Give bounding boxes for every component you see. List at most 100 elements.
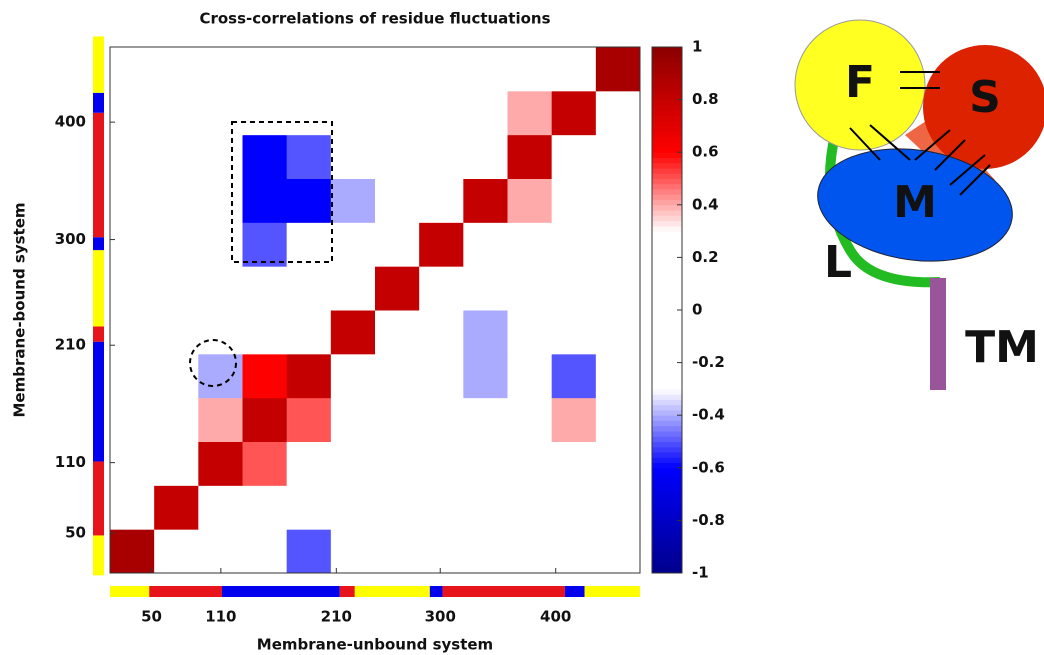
- heatmap-cell: [595, 397, 641, 442]
- heatmap-cell: [154, 353, 199, 399]
- heatmap-cell: [242, 353, 288, 399]
- colorbar-step: [652, 115, 682, 122]
- tm-helix: [930, 278, 946, 390]
- heatmap-cell: [286, 441, 332, 486]
- colorbar-step: [652, 567, 682, 574]
- colorbar-step: [652, 394, 682, 400]
- colorbar-step: [652, 541, 682, 548]
- heatmap-cell: [507, 266, 553, 311]
- annotation-circle: [189, 339, 237, 387]
- heatmap-cell: [286, 222, 332, 267]
- heatmap-cell: [375, 485, 420, 530]
- domain-bar-y: [93, 36, 104, 93]
- heatmap-cell: [242, 222, 288, 267]
- heatmap-cell: [154, 134, 199, 179]
- heatmap-cell: [242, 529, 288, 574]
- heatmap-cell: [463, 353, 508, 399]
- heatmap-cell: [242, 266, 288, 311]
- heatmap-cell: [154, 529, 199, 574]
- heatmap-cell: [286, 397, 332, 442]
- colorbar-step: [652, 315, 682, 322]
- colorbar-step: [652, 136, 682, 143]
- domain-bar-y: [93, 535, 104, 576]
- heatmap-cell: [419, 529, 464, 574]
- heatmap-cell: [463, 222, 508, 267]
- heatmap-cell: [419, 485, 464, 530]
- heatmap-cell: [419, 310, 464, 355]
- colorbar-step: [652, 557, 682, 563]
- colorbar-step: [652, 473, 682, 479]
- heatmap-cell: [551, 47, 597, 92]
- heatmap-cell: [198, 134, 243, 179]
- domain-bar-x: [442, 586, 565, 597]
- colorbar-step: [652, 278, 682, 285]
- colorbar-step: [652, 331, 682, 337]
- colorbar-step: [652, 525, 682, 532]
- colorbar-step: [652, 68, 682, 74]
- heatmap-cell: [110, 353, 155, 399]
- colorbar-step: [652, 310, 682, 316]
- heatmap-cell: [286, 266, 332, 311]
- x-tick-label: 400: [540, 608, 571, 626]
- colorbar-step: [652, 146, 682, 153]
- heatmap-cell: [154, 47, 199, 92]
- x-axis-label: Membrane-unbound system: [257, 636, 493, 654]
- colorbar-step: [652, 267, 682, 274]
- heatmap-cell: [330, 310, 376, 355]
- heatmap-cell: [375, 310, 420, 355]
- x-tick-label: 50: [141, 608, 162, 626]
- colorbar-step: [652, 220, 682, 227]
- colorbar-step: [652, 225, 682, 232]
- heatmap-cell: [507, 353, 553, 399]
- heatmap-cell: [595, 310, 641, 355]
- colorbar-step: [652, 530, 682, 537]
- heatmap-cell: [286, 310, 332, 355]
- colorbar-step: [652, 304, 682, 311]
- heatmap-cell: [595, 441, 641, 486]
- heatmap-cell: [463, 485, 508, 530]
- colorbar-tick-label: -0.2: [692, 353, 725, 371]
- diagram-label: F: [845, 57, 875, 108]
- heatmap-cell: [551, 485, 597, 530]
- colorbar-step: [652, 241, 682, 248]
- heatmap-cell: [330, 47, 376, 92]
- heatmap-cell: [198, 397, 243, 442]
- colorbar-step: [652, 78, 682, 85]
- y-tick-label: 110: [55, 453, 86, 471]
- heatmap-cell: [507, 90, 553, 136]
- colorbar-step: [652, 515, 682, 521]
- domain-bar-x: [149, 586, 223, 597]
- heatmap-cell: [110, 47, 155, 92]
- heatmap-cell: [463, 441, 508, 486]
- colorbar-step: [652, 257, 682, 264]
- colorbar-step: [652, 210, 682, 216]
- y-tick-label: 400: [55, 113, 86, 131]
- colorbar-step: [652, 388, 682, 395]
- f-domain: [794, 19, 926, 151]
- heatmap-cell: [507, 134, 553, 179]
- arrows: [849, 71, 991, 196]
- heatmap-cell: [198, 47, 243, 92]
- colorbar-step: [652, 346, 682, 353]
- heatmap-cell: [330, 178, 376, 223]
- colorbar-step: [652, 404, 682, 411]
- colorbar-step: [652, 204, 682, 211]
- colorbar-step: [652, 383, 682, 390]
- heatmap-cell: [463, 134, 508, 179]
- heatmap-cell: [595, 134, 641, 179]
- colorbar-step: [652, 294, 682, 300]
- colorbar-step: [652, 194, 682, 201]
- domain-bar-y: [93, 326, 104, 342]
- heatmap-cell: [154, 310, 199, 355]
- colorbar-step: [652, 183, 682, 190]
- domain-bar-x: [110, 586, 150, 597]
- domain-bar-x: [429, 586, 443, 597]
- heatmap-cell: [242, 47, 288, 92]
- heatmap-cell: [330, 353, 376, 399]
- heatmap-cell: [330, 90, 376, 136]
- colorbar-step: [652, 520, 682, 527]
- heatmap-cell: [375, 178, 420, 223]
- domain-bar-y: [93, 341, 104, 462]
- heatmap-cell: [110, 266, 155, 311]
- colorbar-step: [652, 415, 682, 421]
